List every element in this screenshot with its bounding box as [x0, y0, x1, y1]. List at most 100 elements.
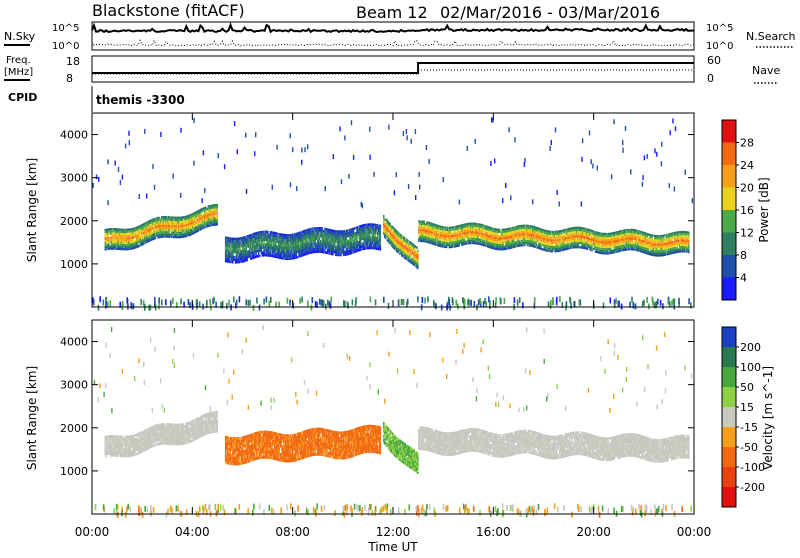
power-cell: [404, 237, 406, 239]
noise-tick-top-left: 10^5: [52, 23, 79, 34]
power-cell: [548, 239, 550, 241]
power-cell: [453, 237, 455, 239]
power-cell: [383, 215, 385, 217]
power-cell: [426, 234, 428, 236]
power-cell: [470, 229, 472, 231]
power-cell: [291, 249, 293, 252]
nsearch-label: N.Search: [746, 30, 796, 43]
power-cell: [105, 242, 107, 244]
power-cell: [440, 239, 442, 241]
power-cell: [322, 227, 324, 230]
power-cell: [455, 232, 457, 234]
power-cell: [500, 242, 502, 244]
freq-series: [92, 63, 694, 73]
power-cell: [183, 223, 185, 225]
power-cell: [261, 249, 263, 252]
power-cell: [314, 232, 316, 235]
cpid-text: themis -3300: [96, 93, 185, 107]
power-cell: [548, 241, 550, 243]
power-cell: [568, 243, 570, 245]
power-cell: [561, 232, 563, 234]
power-cell: [380, 227, 382, 230]
power-cell: [418, 240, 420, 242]
power-cell: [204, 226, 206, 228]
power-cell: [467, 225, 469, 227]
power-cell: [368, 226, 370, 229]
power-cell: [284, 249, 286, 252]
power-cell: [596, 236, 598, 238]
power-cell: [475, 240, 477, 242]
power-cell: [380, 240, 382, 243]
power-cell: [424, 227, 426, 229]
power-cell: [604, 250, 606, 252]
power-cell: [217, 208, 219, 210]
power-cell: [324, 230, 326, 233]
power-cell: [158, 217, 160, 219]
power-cell: [519, 232, 521, 234]
power-cell: [528, 225, 530, 227]
power-cell: [521, 236, 523, 238]
power-cell: [502, 240, 504, 242]
power-cell: [451, 237, 453, 239]
power-cell: [459, 229, 461, 231]
power-cell: [492, 236, 494, 238]
power-cell: [508, 239, 510, 241]
power-cell: [277, 238, 279, 241]
power-cell: [183, 229, 185, 231]
power-cell: [584, 238, 586, 240]
power-cell: [364, 234, 366, 237]
power-cell: [114, 245, 116, 247]
power-cell: [338, 254, 340, 257]
power-cell: [365, 224, 367, 227]
power-cell: [143, 243, 145, 245]
beam-title: Beam 12: [356, 3, 428, 22]
power-cell: [536, 244, 538, 246]
power-cell: [165, 223, 167, 225]
power-cell: [477, 232, 479, 234]
power-cell: [519, 238, 521, 240]
power-cell: [214, 209, 216, 211]
power-cell: [607, 246, 609, 248]
power-cell: [280, 244, 282, 247]
power-cell: [217, 206, 219, 208]
power-cell: [458, 244, 460, 246]
power-cell: [512, 227, 514, 229]
power-cell: [480, 241, 482, 243]
power-cell: [447, 229, 449, 231]
power-cell: [593, 231, 595, 233]
power-cell: [443, 229, 445, 231]
power-cell: [347, 248, 349, 251]
power-cell: [250, 244, 252, 247]
power-cell: [343, 248, 345, 251]
power-cell: [279, 249, 281, 252]
power-cell: [121, 242, 123, 244]
power-cell: [589, 231, 591, 233]
power-cell: [105, 244, 107, 246]
power-cell: [208, 210, 210, 212]
power-cell: [608, 250, 610, 252]
power-cell: [339, 251, 341, 254]
power-cell: [554, 237, 556, 239]
power-cell: [426, 239, 428, 241]
power-cell: [163, 220, 165, 222]
power-cell: [274, 240, 276, 243]
power-cell: [314, 240, 316, 243]
power-cell: [270, 252, 272, 255]
power-cell: [132, 239, 134, 241]
power-cell: [105, 248, 107, 250]
power-cell: [615, 251, 617, 253]
power-cell: [322, 232, 324, 235]
power-cell: [578, 246, 580, 248]
power-cell: [305, 237, 307, 240]
power-cell: [126, 240, 128, 242]
power-cell: [252, 239, 254, 242]
power-cell: [108, 243, 110, 245]
power-cell: [292, 234, 294, 237]
power-cell: [201, 228, 203, 230]
cpid-label: CPID: [8, 91, 37, 104]
power-cell: [123, 242, 125, 244]
power-cell: [495, 237, 497, 239]
power-cell: [417, 256, 419, 258]
power-cell: [168, 231, 170, 233]
